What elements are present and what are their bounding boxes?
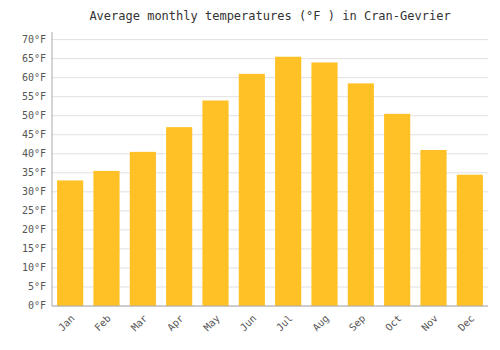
bars <box>57 57 483 306</box>
chart-svg: 0°F 5°F 10°F 15°F 20°F 25°F 30°F 35°F 40°F 45°F 50… <box>0 0 500 350</box>
grid-line <box>52 39 488 40</box>
bar <box>166 127 192 306</box>
grid-line <box>52 77 488 78</box>
y-tick-label: 30°F <box>22 186 46 197</box>
x-tick-label: Jun <box>238 313 259 334</box>
y-tick-label: 60°F <box>22 72 46 83</box>
x-tick-label: Nov <box>419 313 440 334</box>
x-tick-label: Mar <box>129 313 150 334</box>
y-tick-labels: 0°F 5°F 10°F 15°F 20°F 25°F 30°F 35°F 40°F 45°F 50… <box>22 34 46 311</box>
x-tick-labels: Jan Feb Mar Apr May Jun Jul Aug Sep Oct Nov Dec <box>56 313 476 334</box>
y-tick-label: 40°F <box>22 148 46 159</box>
y-tick-label: 55°F <box>22 91 46 102</box>
bar <box>57 180 83 306</box>
bar <box>457 175 483 306</box>
bar <box>384 114 410 306</box>
bar <box>275 57 301 306</box>
y-tick-label: 15°F <box>22 243 46 254</box>
x-tick-label: Dec <box>456 313 477 334</box>
x-axis-line <box>52 306 488 307</box>
x-tick-label: Jan <box>56 313 77 334</box>
x-tick-label: Apr <box>165 313 186 334</box>
x-tick-label: May <box>201 313 222 334</box>
bar <box>348 83 374 306</box>
bar <box>311 62 337 306</box>
bar <box>202 101 228 307</box>
y-grid <box>52 40 488 306</box>
page: {"chart_data": {"type": "bar", "title": … <box>0 0 500 350</box>
grid-line <box>52 115 488 116</box>
y-tick-label: 0°F <box>28 300 46 311</box>
chart-container: 0°F 5°F 10°F 15°F 20°F 25°F 30°F 35°F 40°F 45°F 50… <box>0 0 500 350</box>
bar <box>130 152 156 306</box>
y-tick-label: 65°F <box>22 53 46 64</box>
bar <box>239 74 265 306</box>
x-tick-label: Aug <box>310 313 331 334</box>
bar <box>93 171 119 306</box>
y-tick-label: 70°F <box>22 34 46 45</box>
grid-line <box>52 134 488 135</box>
y-tick-label: 10°F <box>22 262 46 273</box>
x-tick-label: Oct <box>383 313 404 334</box>
chart-title: Average monthly temperatures (°F ) in Cr… <box>89 9 450 23</box>
x-tick-label: Jul <box>274 313 295 334</box>
y-tick-label: 20°F <box>22 224 46 235</box>
x-tick-label: Feb <box>92 313 113 334</box>
grid-line <box>52 306 488 307</box>
y-tick-label: 25°F <box>22 205 46 216</box>
bar <box>420 150 446 306</box>
y-tick-label: 45°F <box>22 129 46 140</box>
y-tick-label: 35°F <box>22 167 46 178</box>
x-tick-label: Sep <box>347 313 368 334</box>
grid-line <box>52 96 488 97</box>
y-tick-label: 5°F <box>28 281 46 292</box>
grid-line <box>52 58 488 59</box>
y-tick-label: 50°F <box>22 110 46 121</box>
y-axis-line <box>52 32 53 306</box>
